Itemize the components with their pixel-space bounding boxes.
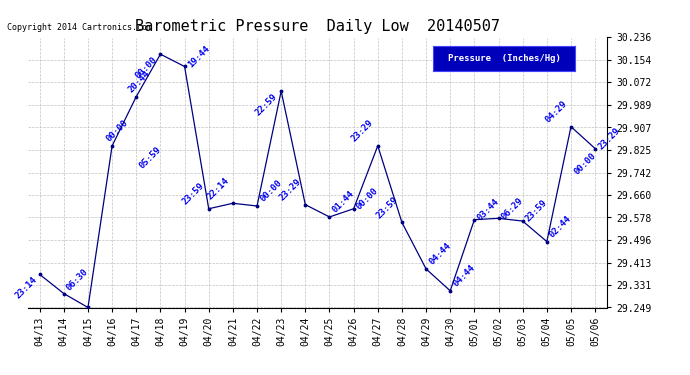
Text: 20:44: 20:44 <box>127 69 152 94</box>
Text: 23:29: 23:29 <box>277 177 303 203</box>
Text: 23:29: 23:29 <box>350 118 375 144</box>
Text: 00:00: 00:00 <box>134 55 159 80</box>
Text: 22:14: 22:14 <box>205 176 230 201</box>
Text: 06:30: 06:30 <box>65 267 90 292</box>
Text: 22:59: 22:59 <box>253 92 279 117</box>
Text: 23:59: 23:59 <box>524 198 549 224</box>
Text: 03:44: 03:44 <box>475 197 501 222</box>
Text: 23:29: 23:29 <box>596 126 622 151</box>
Text: 00:00: 00:00 <box>355 186 380 211</box>
Text: 02:44: 02:44 <box>548 214 573 239</box>
Title: Barometric Pressure  Daily Low  20140507: Barometric Pressure Daily Low 20140507 <box>135 18 500 33</box>
Text: 00:00: 00:00 <box>258 178 284 204</box>
Text: 23:14: 23:14 <box>13 275 39 300</box>
Text: Copyright 2014 Cartronics.com: Copyright 2014 Cartronics.com <box>7 22 152 32</box>
Text: 06:29: 06:29 <box>500 196 525 221</box>
Text: 04:44: 04:44 <box>427 242 453 267</box>
Text: 00:00: 00:00 <box>105 118 130 143</box>
Text: 23:59: 23:59 <box>181 181 206 207</box>
Text: 01:44: 01:44 <box>331 189 356 215</box>
Text: 00:00: 00:00 <box>572 150 598 176</box>
Text: 23:59: 23:59 <box>374 195 400 220</box>
Text: 05:59: 05:59 <box>137 145 163 171</box>
Text: 04:44: 04:44 <box>451 263 477 289</box>
Text: 04:29: 04:29 <box>543 99 569 124</box>
Text: 19:44: 19:44 <box>186 44 211 69</box>
